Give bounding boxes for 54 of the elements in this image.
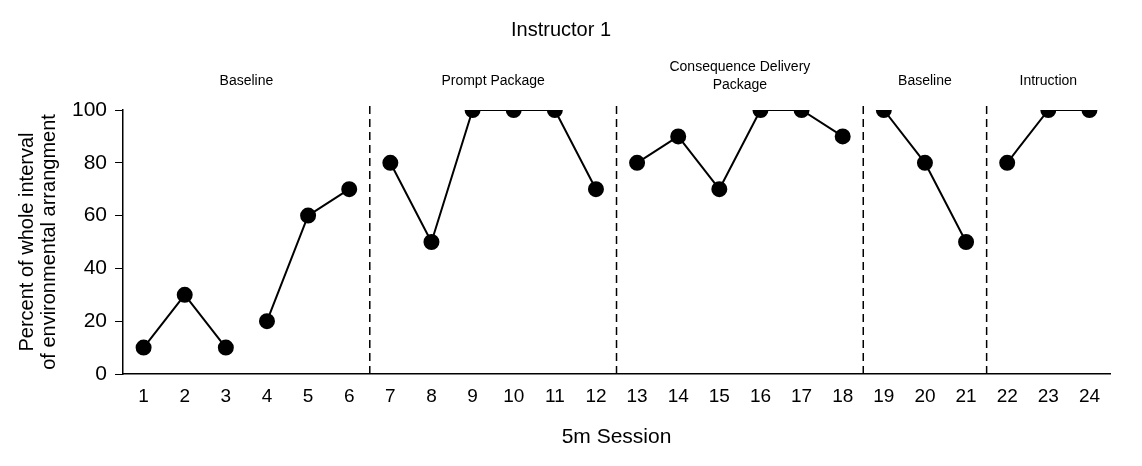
y-tick-label: 40 — [83, 255, 108, 279]
x-tick-label: 1 — [138, 384, 149, 406]
y-tick-label: 60 — [83, 202, 108, 226]
x-tick-label: 3 — [220, 384, 232, 406]
x-tick-label: 18 — [832, 384, 854, 406]
point — [711, 181, 728, 198]
text: Baseline — [219, 71, 274, 88]
point — [176, 286, 193, 303]
x-tick-label: 24 — [1078, 384, 1101, 406]
x-tick-label: 13 — [626, 384, 648, 406]
x-tick-label: 22 — [996, 384, 1018, 406]
point — [587, 181, 604, 198]
x-axis-title: 5m Session — [561, 424, 672, 448]
y-axis-title: Percent of whole interval of environmental arrangment — [14, 113, 59, 370]
x-tick-label: 10 — [503, 384, 525, 406]
x-tick-label: 5 — [302, 384, 314, 406]
point — [999, 154, 1016, 171]
point — [670, 128, 687, 145]
text: Consequence Delivery Package — [669, 57, 811, 92]
x-tick-label: 4 — [261, 384, 273, 406]
point — [341, 181, 358, 198]
x-tick-label: 6 — [343, 384, 355, 406]
point — [834, 128, 851, 145]
point — [958, 234, 975, 250]
x-tick-label: 8 — [426, 384, 437, 406]
y-tick-label: 80 — [83, 149, 108, 173]
point — [300, 207, 317, 224]
chart-title: Instructor 1 — [510, 17, 612, 40]
point — [916, 154, 933, 171]
x-tick-label: 11 — [544, 384, 565, 406]
point — [217, 339, 234, 356]
x-tick-label: 23 — [1037, 384, 1059, 406]
x-tick-label: 9 — [467, 384, 478, 406]
point — [423, 234, 440, 250]
point — [382, 154, 399, 171]
x-tick-label: 16 — [749, 384, 772, 406]
x-tick-label: 14 — [667, 384, 690, 406]
y-tick-label: 100 — [71, 96, 108, 120]
x-tick-label: 20 — [914, 384, 936, 406]
x-tick-label: 21 — [955, 384, 977, 406]
text: Baseline — [898, 71, 953, 88]
y-tick-label: 20 — [83, 308, 108, 331]
x-tick-label: 12 — [585, 384, 607, 406]
x-tick-label: 15 — [708, 384, 730, 406]
point — [258, 313, 275, 330]
x-tick-label: 2 — [179, 384, 191, 406]
x-tick-label: 17 — [791, 384, 813, 406]
text: Prompt Package — [441, 71, 546, 88]
point — [629, 154, 646, 171]
x-tick-label: 7 — [385, 384, 396, 406]
text: Intruction — [1019, 71, 1078, 88]
point — [135, 339, 152, 356]
y-tick-label: 0 — [95, 360, 108, 384]
x-tick-label: 19 — [873, 384, 895, 406]
